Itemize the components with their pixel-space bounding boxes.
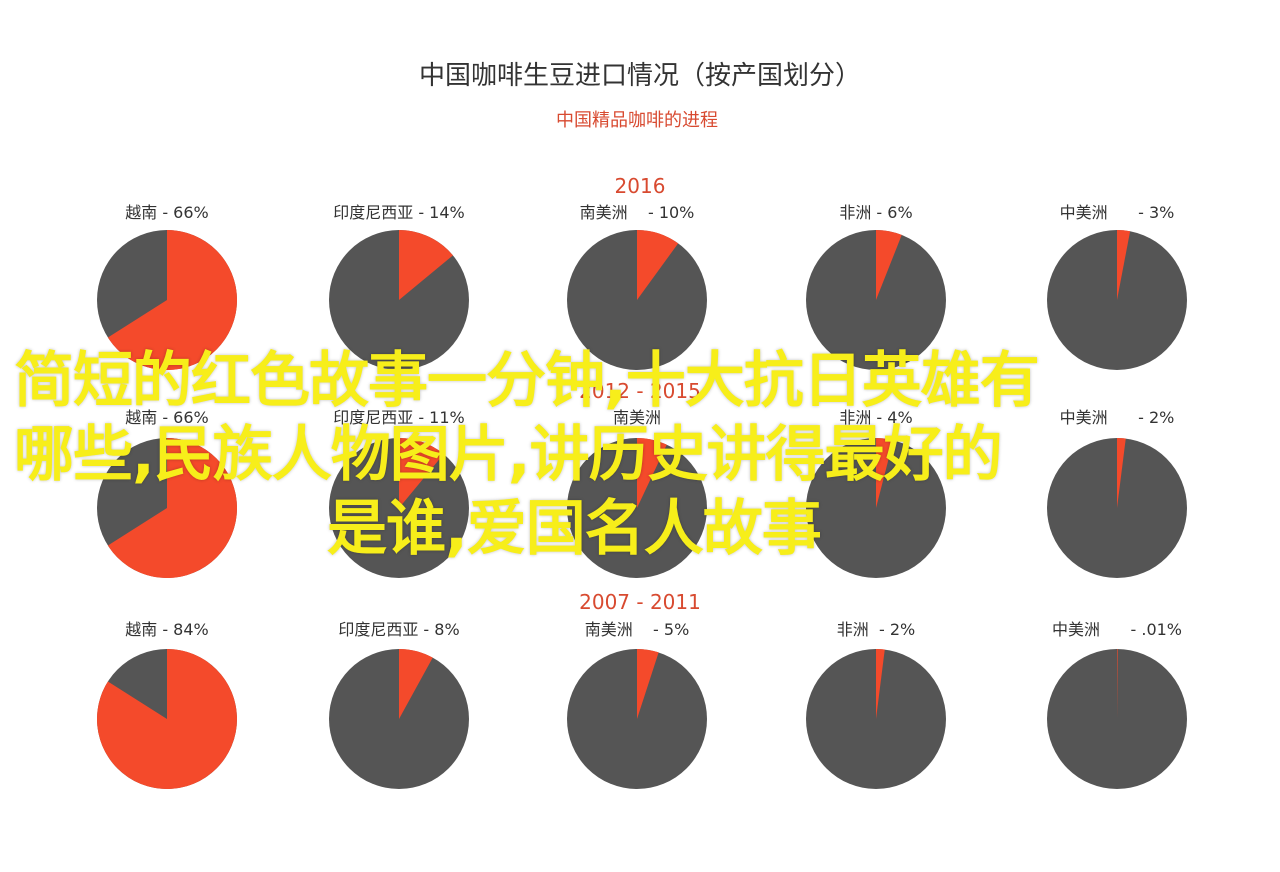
pie-slice — [107, 230, 238, 371]
slice-label: 印度尼西亚 - 14% — [333, 203, 465, 222]
group-label: 2007 - 2011 — [579, 590, 701, 614]
slice-label: 南美洲 - 5% — [585, 620, 690, 639]
pie-slice — [399, 230, 453, 300]
pie-slice — [876, 649, 885, 719]
group-label: 2012 - 2015 — [579, 379, 701, 403]
group-label: 2016 — [615, 174, 666, 198]
slice-label: 非洲 - 4% — [839, 408, 912, 427]
pie-slice — [96, 649, 237, 789]
chart-subtitle: 中国精品咖啡的进程 — [556, 110, 718, 131]
pie-slice — [107, 438, 238, 578]
slice-label: 非洲 - 6% — [839, 203, 912, 222]
pie-slice — [1117, 230, 1131, 300]
pie-slice — [637, 230, 679, 300]
pie-slice — [1117, 438, 1126, 508]
pie-slice — [399, 438, 444, 508]
slice-label: 中美洲 - 2% — [1060, 408, 1175, 427]
chart-title: 中国咖啡生豆进口情况（按产国划分） — [419, 61, 861, 91]
slice-label: 中美洲 - 3% — [1060, 203, 1175, 222]
pie-slice — [637, 438, 667, 508]
slice-label: 越南 - 84% — [125, 620, 209, 639]
slice-label: 越南 - 66% — [125, 203, 209, 222]
pie-slice — [399, 649, 433, 719]
slice-label: 中美洲 - .01% — [1052, 620, 1182, 639]
slice-label: 印度尼西亚 - 11% — [333, 408, 465, 427]
slice-label: 印度尼西亚 - 8% — [338, 620, 459, 639]
pie-slice — [1117, 649, 1118, 719]
pie-slice — [876, 230, 902, 300]
slice-label: 越南 - 66% — [125, 408, 209, 427]
slice-label: 非洲 - 2% — [837, 620, 915, 639]
slice-label: 南美洲 - 10% — [580, 203, 695, 222]
pie-slice — [876, 438, 894, 508]
pie-slice — [637, 649, 659, 719]
slice-label: 南美洲 — [613, 408, 661, 427]
